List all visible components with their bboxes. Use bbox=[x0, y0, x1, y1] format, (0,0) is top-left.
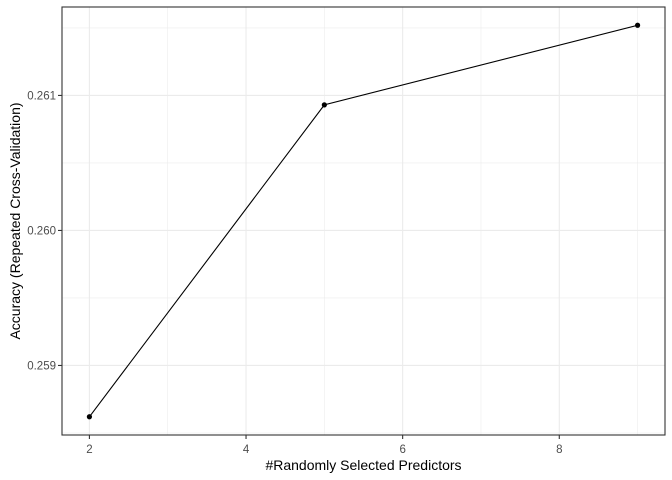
x-tick-label: 4 bbox=[243, 444, 250, 456]
y-tick-label: 0.261 bbox=[27, 90, 56, 102]
y-tick-label: 0.259 bbox=[27, 360, 56, 372]
y-tick-label: 0.260 bbox=[27, 225, 56, 237]
x-tick-label: 8 bbox=[556, 444, 562, 456]
minor-gridlines bbox=[62, 7, 665, 435]
data-point bbox=[86, 414, 93, 420]
x-tick-label: 2 bbox=[86, 444, 92, 456]
x-axis-title: #Randomly Selected Predictors bbox=[265, 457, 461, 473]
major-gridlines bbox=[62, 7, 665, 435]
data-point bbox=[634, 22, 641, 28]
panel-border bbox=[61, 6, 666, 436]
series-line bbox=[88, 24, 638, 418]
series-layer bbox=[86, 22, 641, 420]
axis-ticks: 2 4 6 8 0.259 0.260 0.261 bbox=[27, 90, 562, 456]
y-axis-title: Accuracy (Repeated Cross-Validation) bbox=[7, 102, 23, 339]
data-point bbox=[321, 102, 327, 108]
x-tick-label: 6 bbox=[399, 444, 405, 456]
